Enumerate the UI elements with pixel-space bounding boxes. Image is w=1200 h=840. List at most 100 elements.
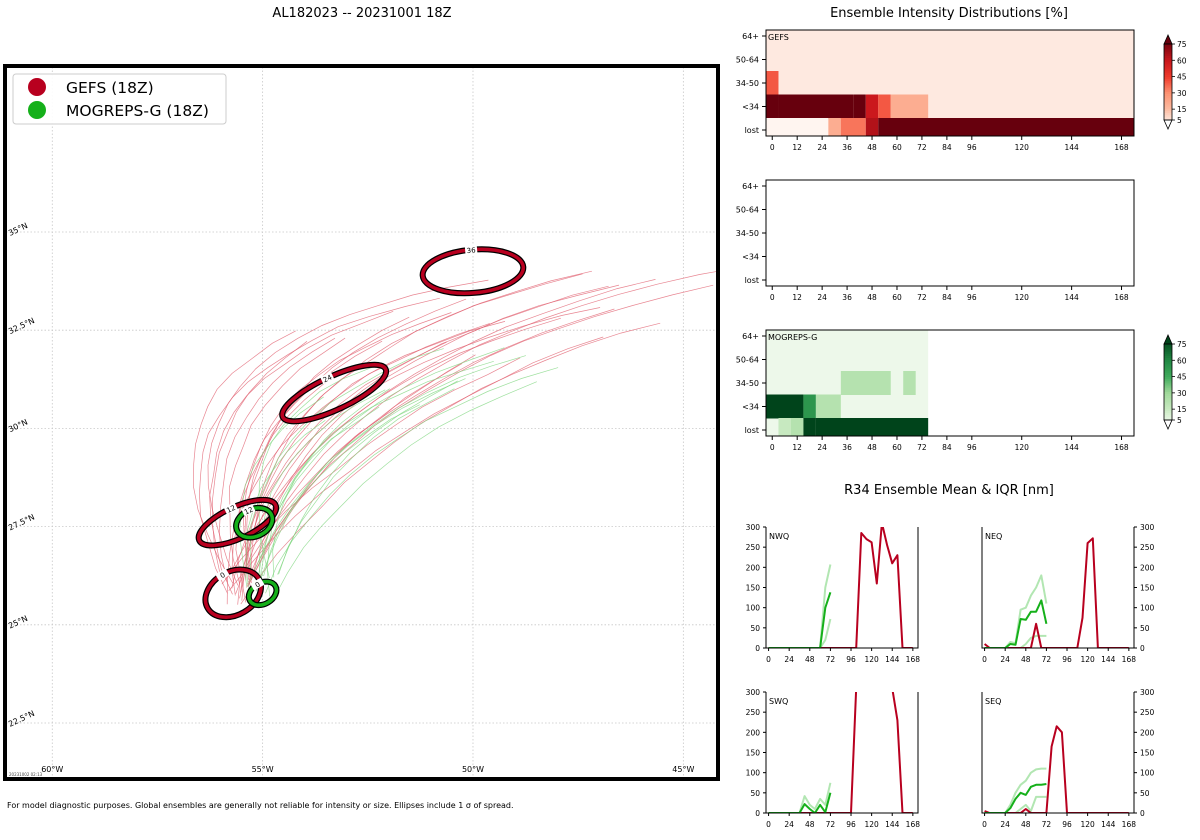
r34-series-gefs-mean bbox=[983, 537, 1129, 648]
colorbar-frame bbox=[1163, 343, 1173, 421]
r34-y-tick-label: 200 bbox=[746, 563, 761, 572]
colorbar-step bbox=[1164, 344, 1172, 347]
x-tick-label: 84 bbox=[942, 143, 952, 152]
colorbar-step bbox=[1164, 70, 1172, 74]
r34-x-tick-label: 24 bbox=[784, 655, 794, 664]
heatmap-cell bbox=[853, 94, 866, 119]
r34-x-tick-label: 96 bbox=[1062, 655, 1072, 664]
r34-y-tick-label: 100 bbox=[1140, 604, 1155, 613]
y-tick-label: 34-50 bbox=[736, 79, 759, 88]
colorbar-step bbox=[1164, 363, 1172, 366]
r34-x-tick-label: 168 bbox=[906, 820, 921, 829]
colorbar-step bbox=[1164, 351, 1172, 355]
r34-y-tick-label: 200 bbox=[1140, 563, 1155, 572]
x-tick-label: 24 bbox=[817, 143, 827, 152]
colorbar-step bbox=[1164, 361, 1172, 364]
colorbar-step bbox=[1164, 402, 1172, 406]
lat-tick-label: 30°N bbox=[7, 418, 29, 435]
heatmap-cell bbox=[840, 118, 866, 136]
r34-panel-swq: 0 50 100 150 200 250 300 0 24 48 72 96 120 144 168 SWQ bbox=[746, 688, 921, 829]
r34-title: R34 Ensemble Mean & IQR [nm] bbox=[844, 483, 1054, 498]
colorbar-step bbox=[1164, 414, 1172, 417]
r34-y-tick-label: 200 bbox=[746, 728, 761, 737]
colorbar-step bbox=[1164, 63, 1172, 66]
member-track bbox=[260, 406, 380, 596]
r34-y-tick-label: 100 bbox=[1140, 769, 1155, 778]
r34-y-tick-label: 250 bbox=[1140, 543, 1155, 552]
heatmap-cell bbox=[903, 371, 916, 395]
x-tick-label: 72 bbox=[917, 293, 927, 302]
ellipse-hour-label: 12 bbox=[225, 504, 236, 515]
member-track bbox=[266, 360, 494, 597]
colorbar-step bbox=[1164, 91, 1172, 94]
ellipse-label-bg bbox=[250, 577, 265, 591]
x-tick-label: 12 bbox=[792, 143, 802, 152]
x-tick-label: 96 bbox=[967, 143, 977, 152]
ensemble-tracks bbox=[193, 270, 717, 605]
heatmap-cell bbox=[878, 94, 891, 119]
colorbar-step bbox=[1164, 380, 1172, 383]
r34-axes bbox=[981, 692, 1135, 814]
r34-y-tick-label: 0 bbox=[1140, 644, 1145, 653]
heatmap-cell bbox=[815, 418, 929, 436]
r34-x-tick-label: 0 bbox=[766, 820, 771, 829]
colorbar-step bbox=[1164, 378, 1172, 381]
colorbar-step bbox=[1164, 355, 1172, 358]
member-track bbox=[218, 337, 336, 583]
ellipse-gefs-0: 0 bbox=[202, 566, 264, 621]
r34-y-tick-label: 100 bbox=[746, 769, 761, 778]
member-track bbox=[248, 378, 466, 583]
r34-x-tick-label: 72 bbox=[826, 655, 836, 664]
r34-y-tick-label: 150 bbox=[1140, 584, 1155, 593]
colorbar-step bbox=[1164, 80, 1172, 83]
colorbar-step bbox=[1164, 370, 1172, 374]
x-tick-label: 144 bbox=[1064, 293, 1079, 302]
member-track bbox=[259, 389, 386, 590]
colorbar-step bbox=[1164, 408, 1172, 412]
ellipse-hour-label: 36 bbox=[466, 246, 476, 255]
heatmap-intensity_empty: 64+ 50-64 34-50 <34 lost 0 12 24 36 48 60 72 84 96 120… bbox=[736, 179, 1135, 302]
ellipse-gefs-36: 36 bbox=[419, 245, 527, 297]
y-tick-label: 64+ bbox=[742, 332, 759, 341]
x-tick-label: 48 bbox=[867, 143, 877, 152]
colorbar-step bbox=[1164, 397, 1172, 400]
x-tick-label: 84 bbox=[942, 293, 952, 302]
x-tick-label: 144 bbox=[1064, 143, 1079, 152]
colorbar-step bbox=[1164, 89, 1172, 93]
r34-series-mogreps-mean bbox=[768, 591, 832, 648]
r34-x-tick-label: 144 bbox=[1101, 820, 1116, 829]
colorbar-step bbox=[1164, 64, 1172, 68]
r34-series-mogreps-iqr bbox=[819, 618, 832, 648]
legend-mogreps-label: MOGREPS-G (18Z) bbox=[66, 102, 209, 120]
r34-series-gefs-mean bbox=[768, 692, 913, 813]
member-track bbox=[263, 355, 527, 577]
r34-x-tick-label: 0 bbox=[766, 655, 771, 664]
r34-y-tick-label: 0 bbox=[1140, 809, 1145, 818]
x-tick-label: 72 bbox=[917, 143, 927, 152]
colorbar-step bbox=[1164, 376, 1172, 379]
member-track bbox=[199, 297, 440, 594]
member-track bbox=[240, 284, 620, 593]
colorbar-step bbox=[1164, 72, 1172, 75]
colorbar-tick-label: 30 bbox=[1177, 389, 1187, 398]
heatmap-cell bbox=[890, 94, 929, 119]
r34-y-tick-label: 0 bbox=[755, 644, 760, 653]
r34-x-tick-label: 144 bbox=[885, 820, 900, 829]
y-tick-label: 64+ bbox=[742, 32, 759, 41]
x-tick-label: 12 bbox=[792, 293, 802, 302]
r34-panel-seq: 0 50 100 150 200 250 300 0 24 48 72 96 120 144 168 SEQ bbox=[981, 688, 1155, 829]
colorbar-step bbox=[1164, 99, 1172, 102]
lon-tick-label: 60°W bbox=[41, 765, 63, 774]
lat-tick-label: 32.5°N bbox=[7, 316, 36, 336]
x-tick-label: 12 bbox=[792, 443, 802, 452]
member-track bbox=[247, 271, 717, 580]
member-track bbox=[272, 381, 537, 600]
map-frame bbox=[3, 64, 720, 781]
colorbar-step bbox=[1164, 364, 1172, 368]
r34-x-tick-label: 120 bbox=[864, 820, 879, 829]
r34-panel-label: SEQ bbox=[985, 697, 1001, 706]
colorbar-tick-label: 5 bbox=[1177, 416, 1182, 425]
r34-x-tick-label: 24 bbox=[784, 820, 794, 829]
r34-y-tick-label: 50 bbox=[750, 624, 760, 633]
